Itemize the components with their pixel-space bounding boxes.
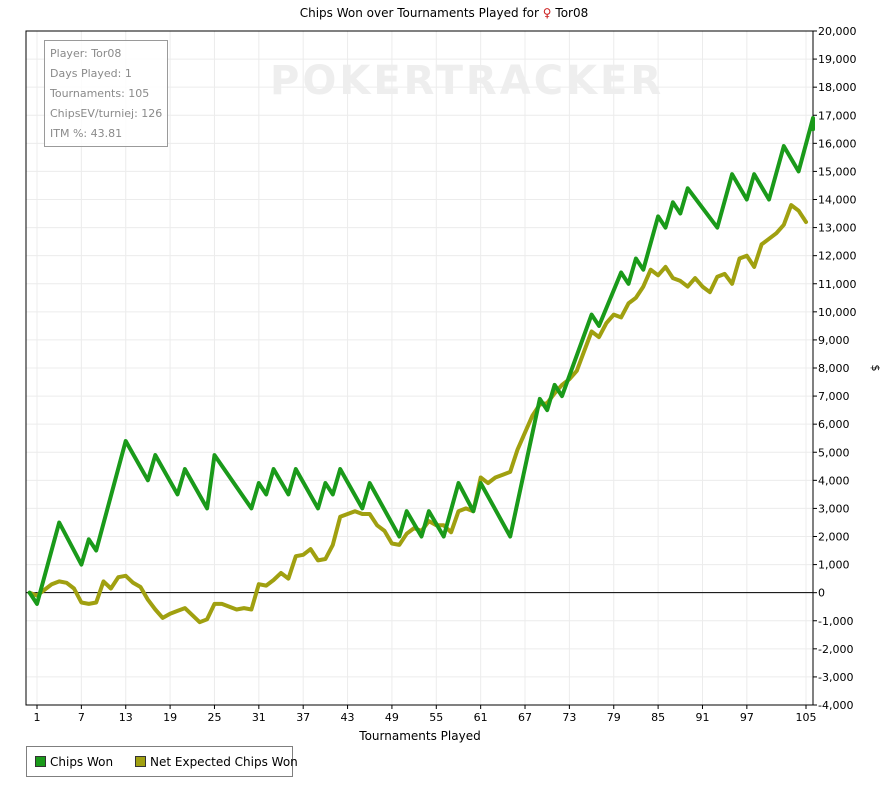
series-line-net-expected-chips-won (27, 203, 808, 625)
y-tick-label: 14,000 (818, 194, 857, 207)
y-axis-ticks: -4,000 -3,000 -2,000 -1,000 0 1,000 2,000 3,000… (813, 25, 857, 712)
y-tick-label: 15,000 (818, 165, 857, 178)
y-tick-label: 20,000 (818, 25, 857, 38)
x-tick-label: 97 (740, 711, 754, 724)
x-tick-label: 73 (562, 711, 576, 724)
x-axis-label: Tournaments Played (358, 729, 480, 743)
pokertracker-watermark-logo: POKERTRACKER (270, 58, 665, 104)
x-tick-label: 25 (207, 711, 221, 724)
stat-chips-ev: ChipsEV/turniej: 126 (50, 107, 163, 120)
legend-item-chips-won: Chips Won (35, 755, 113, 769)
legend-swatch-net-expected (135, 756, 146, 767)
legend-label-net-expected: Net Expected Chips Won (150, 755, 298, 769)
y-tick-label: 8,000 (818, 362, 850, 375)
x-tick-label: 37 (296, 711, 310, 724)
x-tick-label: 79 (607, 711, 621, 724)
y-tick-label: 17,000 (818, 109, 857, 122)
stat-tournaments: Tournaments: 105 (50, 87, 150, 100)
x-tick-label: 19 (163, 711, 177, 724)
y-tick-label: 5,000 (818, 446, 850, 459)
x-tick-label: 13 (119, 711, 133, 724)
y-tick-label: 18,000 (818, 81, 857, 94)
x-tick-label: 85 (651, 711, 665, 724)
stat-player: Player: Tor08 (50, 47, 122, 60)
legend-swatch-chips-won (35, 756, 46, 767)
y-tick-label: 12,000 (818, 250, 857, 263)
legend: Chips Won Net Expected Chips Won (26, 746, 298, 777)
y-tick-label: 13,000 (818, 222, 857, 235)
y-tick-label: 10,000 (818, 306, 857, 319)
y-tick-label: 11,000 (818, 278, 857, 291)
y-tick-label: 2,000 (818, 531, 850, 544)
y-tick-label: -2,000 (818, 643, 853, 656)
legend-item-net-expected: Net Expected Chips Won (135, 755, 298, 769)
x-tick-label: 1 (34, 711, 41, 724)
legend-label-chips-won: Chips Won (50, 755, 114, 769)
x-tick-label: 67 (518, 711, 532, 724)
female-symbol-icon: ♀ (543, 6, 552, 20)
y-tick-label: 6,000 (818, 418, 850, 431)
y-tick-label: 4,000 (818, 474, 850, 487)
player-stats-box: Player: Tor08 Days Played: 1 Tournaments… (44, 40, 168, 147)
stat-days-played: Days Played: 1 (50, 67, 132, 80)
stat-itm: ITM %: 43.81 (50, 127, 123, 140)
y-tick-label: -3,000 (818, 671, 853, 684)
x-tick-label: 43 (341, 711, 355, 724)
y-tick-label: 3,000 (818, 502, 850, 515)
x-tick-label: 105 (796, 711, 817, 724)
y-tick-label: -1,000 (818, 615, 853, 628)
chart-title: Chips Won over Tournaments Played for ♀ … (300, 6, 589, 20)
y-tick-label: 1,000 (818, 559, 850, 572)
x-tick-label: 55 (429, 711, 443, 724)
y-tick-label: 0 (818, 587, 825, 600)
y-tick-label: 9,000 (818, 334, 850, 347)
y-tick-label: -4,000 (818, 699, 853, 712)
x-tick-label: 31 (252, 711, 266, 724)
y-tick-label: 19,000 (818, 53, 857, 66)
series-group (27, 116, 815, 625)
y-tick-label: 16,000 (818, 137, 857, 150)
y-axis-label: $ (869, 365, 882, 372)
x-tick-label: 91 (695, 711, 709, 724)
y-tick-label: 7,000 (818, 390, 850, 403)
x-axis-ticks: 1 7 13 19 25 31 37 43 49 55 61 67 73 79 85 91 97 105 (34, 705, 817, 724)
x-tick-label: 61 (474, 711, 488, 724)
x-tick-label: 49 (385, 711, 399, 724)
x-tick-label: 7 (78, 711, 85, 724)
series-line-chips-won (27, 116, 815, 606)
